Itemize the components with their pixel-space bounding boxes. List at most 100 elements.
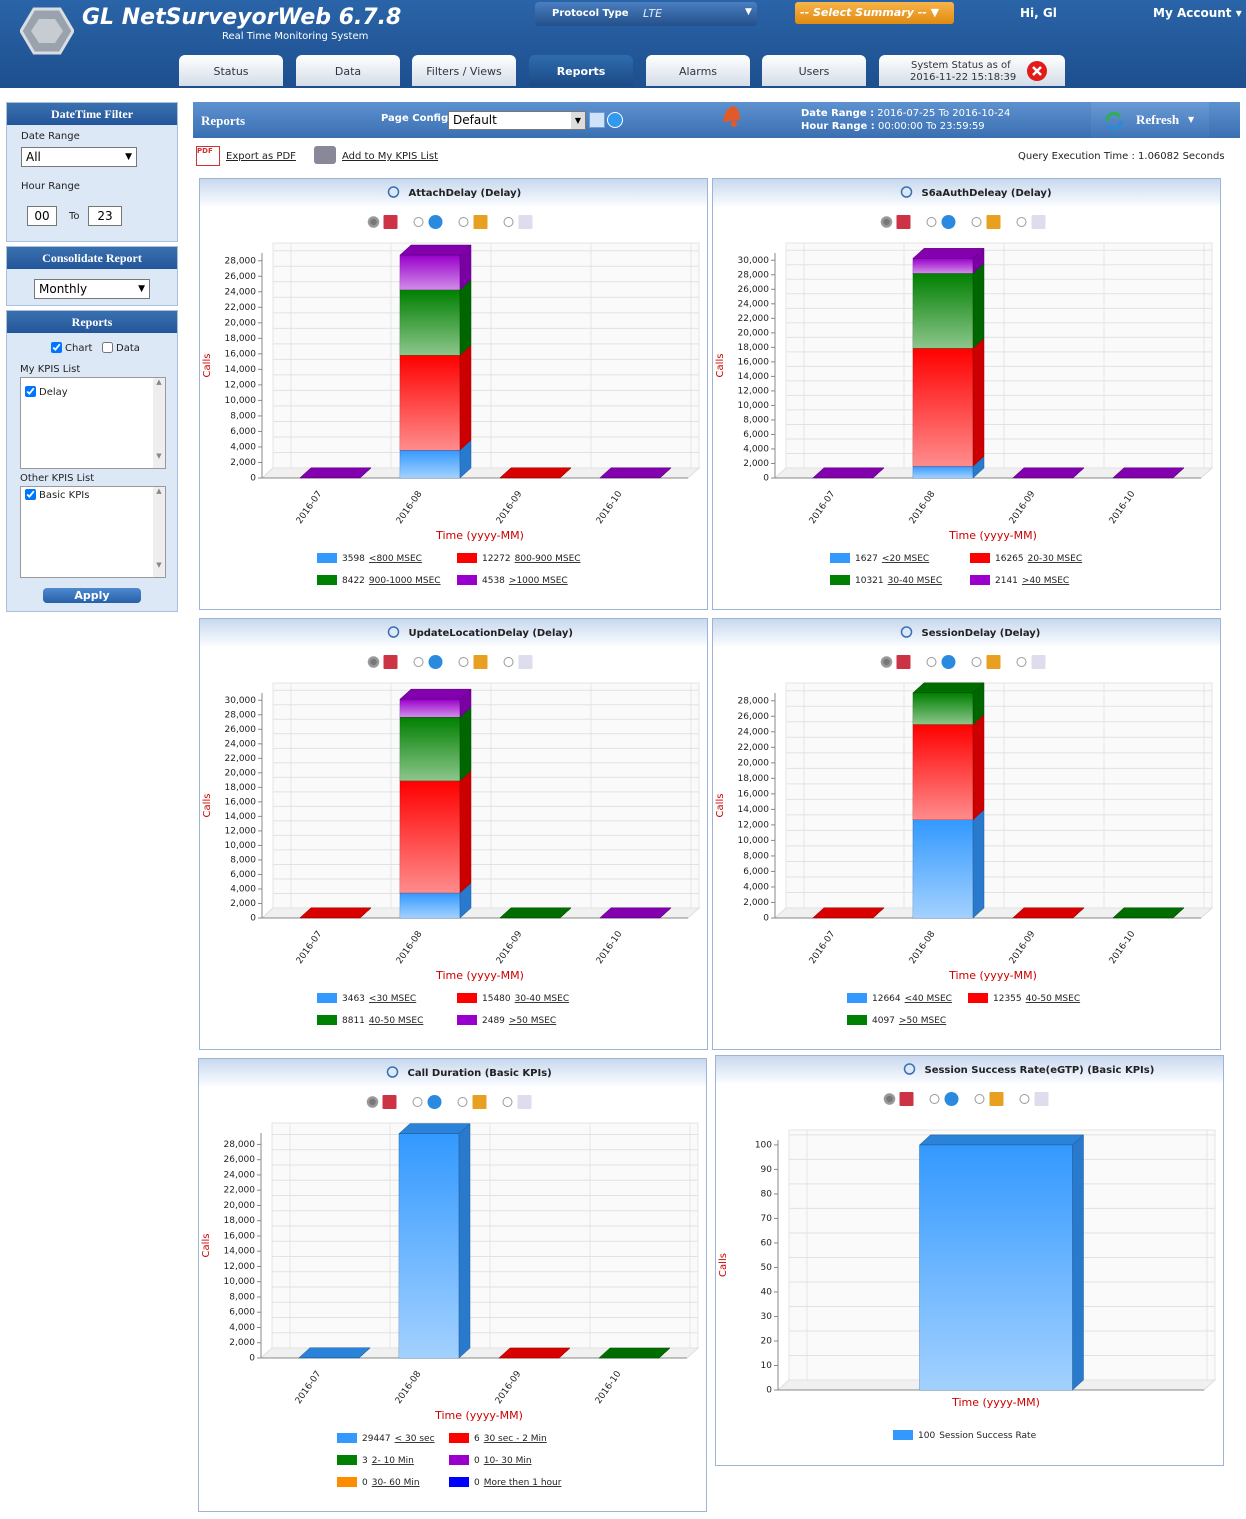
apply-button[interactable]: Apply [43,588,141,603]
legend-entry[interactable]: 3463 <30 MSEC [342,994,416,1004]
zoom-icon[interactable] [900,186,913,198]
legend-entry[interactable]: 0 10- 30 Min [474,1456,532,1466]
nav-tab[interactable]: Filters / Views [412,55,516,86]
bar-shade [400,450,460,478]
chart-type-radio[interactable] [880,656,893,668]
checkbox[interactable] [25,489,36,500]
chart-type-radio[interactable] [926,217,937,227]
kpi-item[interactable]: Delay [25,386,165,398]
legend-entry[interactable]: 2141 >40 MSEC [995,576,1069,586]
date-range-select[interactable]: All ▼ [21,147,137,167]
legend-entry[interactable]: 16265 20-30 MSEC [995,554,1082,564]
pdf-icon[interactable]: PDF [196,146,220,166]
chart-type-radio[interactable] [367,656,380,668]
nav-tab[interactable]: Status [179,55,283,86]
legend-entry[interactable]: 2489 >50 MSEC [482,1016,556,1026]
legend-name: >50 MSEC [899,1016,946,1026]
zoom-icon[interactable] [903,1063,916,1075]
zoom-icon[interactable] [900,626,913,638]
chart-type-radio[interactable] [458,217,469,227]
chart-option[interactable]: Chart [51,342,92,354]
y-tick-label: 8,000 [743,851,769,861]
checkbox[interactable] [51,342,62,353]
legend-entry[interactable]: 8811 40-50 MSEC [342,1016,423,1026]
refresh-button[interactable]: Refresh ▼ [1091,102,1209,138]
add-kpi-link[interactable]: Add to My KPIS List [342,151,439,162]
checkbox[interactable] [102,342,113,353]
zoom-icon[interactable] [387,186,400,198]
protocol-select[interactable]: Protocol Type LTE ▼ [535,2,757,26]
legend-entry[interactable]: 6 30 sec - 2 Min [474,1434,547,1444]
legend-entry[interactable]: 0 More then 1 hour [474,1478,562,1488]
legend-entry[interactable]: 3 2- 10 Min [362,1456,414,1466]
legend-entry[interactable]: 1627 <20 MSEC [855,554,929,564]
export-link[interactable]: Export as PDF [226,151,296,162]
legend-entry[interactable]: 12355 40-50 MSEC [993,994,1080,1004]
legend-entry[interactable]: 8422 900-1000 MSEC [342,576,441,586]
legend-entry[interactable]: 29447 < 30 sec [362,1434,435,1444]
y-tick-label: 28,000 [738,270,770,280]
chart-type-radio[interactable] [1019,1094,1030,1104]
checkbox[interactable] [25,386,36,397]
x-axis-label: Time (yyyy-MM) [948,529,1037,542]
chart-type-radio[interactable] [503,657,514,667]
legend-entry[interactable]: 3598 <800 MSEC [342,554,422,564]
add-kpi-icon[interactable] [314,146,336,164]
apply-icon[interactable] [607,112,623,128]
chart-type-radio[interactable] [974,1094,985,1104]
summary-select[interactable]: -- Select Summary -- ▼ [795,2,954,24]
nav-tab[interactable]: Reports [529,55,633,86]
list: Basic KPIs [21,487,165,501]
chart-type-radio[interactable] [503,217,514,227]
zoom-icon[interactable] [386,1066,399,1078]
legend-swatch [449,1455,469,1465]
nav-tab[interactable]: Users [762,55,866,86]
chart-type-radio[interactable] [412,1097,423,1107]
y-tick-label: 20,000 [225,318,257,328]
legend-entry[interactable]: 12664 <40 MSEC [872,994,952,1004]
chart-type-radio[interactable] [1016,217,1027,227]
chart-type-radio[interactable] [880,216,893,228]
legend-entry[interactable]: 100 Session Success Rate [918,1431,1037,1441]
account-menu[interactable]: My Account ▾ [1153,6,1242,20]
legend-entry[interactable]: 0 30- 60 Min [362,1478,420,1488]
chart-type-radio[interactable] [971,217,982,227]
alarm-icon[interactable] [718,102,744,128]
bar-top [299,907,372,919]
chart-type-radio[interactable] [883,1093,896,1105]
chart-type-icon [941,215,956,229]
hour-to[interactable]: 23 [88,206,122,226]
chart-panel: Session Success Rate(eGTP) (Basic KPIs) 0… [715,1055,1224,1466]
kpi-item[interactable]: Basic KPIs [25,489,165,501]
nav-tab[interactable]: Alarms [646,55,750,86]
bar-top [812,467,885,479]
chart-type-radio[interactable] [367,216,380,228]
page-config-select[interactable]: Default ▼ [448,111,586,130]
hour-from[interactable]: 00 [27,206,57,226]
save-icon[interactable] [589,112,605,128]
chart-type-radio[interactable] [929,1094,940,1104]
y-tick-label: 26,000 [738,712,770,722]
consolidate-select[interactable]: Monthly ▼ [34,279,150,299]
legend-entry[interactable]: 4538 >1000 MSEC [482,576,568,586]
chart-title: SessionDelay (Delay) [922,628,1041,639]
legend-swatch [337,1477,357,1487]
data-option[interactable]: Data [102,342,140,354]
chart-type-radio[interactable] [458,657,469,667]
chart-type-radio[interactable] [457,1097,468,1107]
chart-type-radio[interactable] [366,1096,379,1108]
legend-entry[interactable]: 12272 800-900 MSEC [482,554,581,564]
nav-tab[interactable]: Data [296,55,400,86]
chart-type-radio[interactable] [971,657,982,667]
chart-type-radio[interactable] [502,1097,513,1107]
legend-total: 29447 [362,1434,391,1444]
legend-entry[interactable]: 4097 >50 MSEC [872,1016,946,1026]
chart-type-radio[interactable] [413,657,424,667]
chart-type-radio[interactable] [413,217,424,227]
legend-entry[interactable]: 10321 30-40 MSEC [855,576,942,586]
y-tick-label: 22,000 [224,1186,256,1196]
legend-entry[interactable]: 15480 30-40 MSEC [482,994,569,1004]
zoom-icon[interactable] [387,626,400,638]
chart-type-radio[interactable] [926,657,937,667]
chart-type-radio[interactable] [1016,657,1027,667]
